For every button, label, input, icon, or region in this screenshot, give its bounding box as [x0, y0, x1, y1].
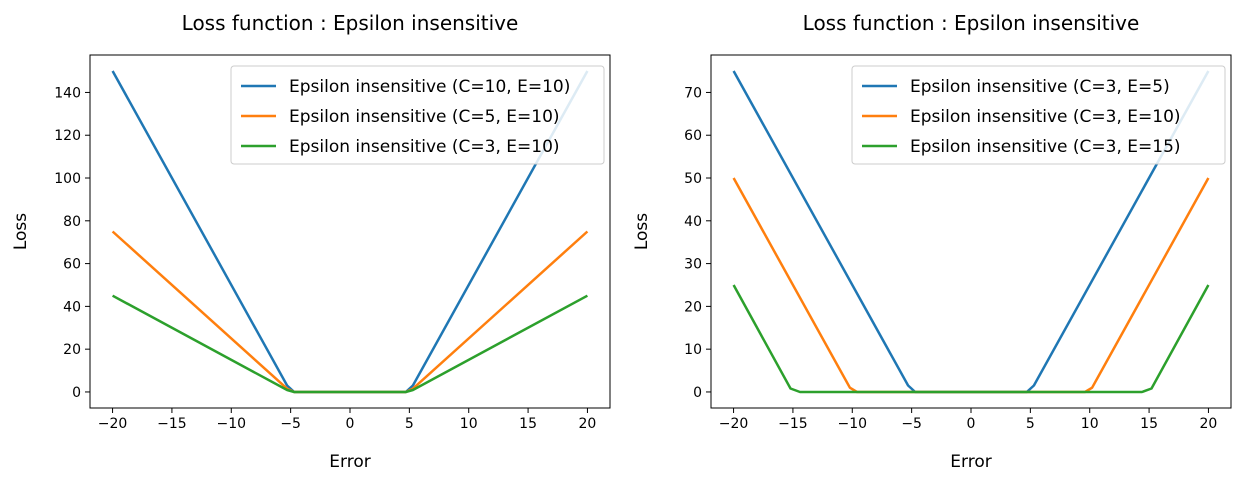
chart-1-ylabel: Loss — [632, 213, 652, 250]
chart-1-xtick-label-4: 0 — [967, 416, 976, 432]
chart-0-ytick-label-2: 40 — [63, 299, 81, 315]
chart-1-xtick-label-0: −20 — [719, 416, 749, 432]
chart-0-legend-label-2: Epsilon insensitive (C=3, E=10) — [289, 137, 560, 157]
chart-1-series-1-line — [732, 177, 1210, 394]
chart-1-ytick-label-2: 20 — [684, 299, 702, 315]
chart-0-xtick-label-2: −10 — [217, 416, 247, 432]
chart-0-xtick-label-8: 20 — [579, 416, 597, 432]
chart-0-ytick-label-3: 60 — [63, 257, 81, 273]
chart-1-legend: Epsilon insensitive (C=3, E=5) Epsilon in… — [851, 65, 1226, 165]
chart-1-series-2-line — [732, 284, 1210, 394]
chart-0-series-2-line — [112, 294, 588, 394]
chart-0-ytick-label-0: 0 — [72, 385, 81, 401]
chart-0-xtick-label-1: −15 — [157, 416, 187, 432]
chart-1-ytick-label-4: 40 — [684, 214, 702, 230]
chart-0-series-1-line — [111, 230, 589, 394]
chart-0-xlabel: Error — [329, 452, 370, 472]
chart-1-ytick-label-7: 70 — [684, 85, 702, 101]
chart-1-xtick-label-8: 20 — [1200, 416, 1218, 432]
chart-0-xtick-label-0: −20 — [98, 416, 128, 432]
chart-0-xtick-label-5: 5 — [405, 416, 414, 432]
chart-1-xlabel: Error — [950, 452, 991, 472]
chart-0-xtick-label-4: 0 — [346, 416, 355, 432]
chart-1-ytick-label-3: 30 — [684, 257, 702, 273]
chart-0-legend: Epsilon insensitive (C=10, E=10) Epsilon … — [230, 65, 605, 165]
chart-1-xtick-label-3: −5 — [901, 416, 922, 432]
chart-1-ytick-label-5: 50 — [684, 171, 702, 187]
chart-1-ytick-label-0: 0 — [693, 385, 702, 401]
chart-0-ytick-label-5: 100 — [54, 171, 81, 187]
chart-1-legend-label-2: Epsilon insensitive (C=3, E=15) — [910, 137, 1181, 157]
chart-0-ylabel: Loss — [11, 213, 31, 250]
chart-1-xtick-label-6: 10 — [1081, 416, 1099, 432]
chart-0-ytick-label-4: 80 — [63, 214, 81, 230]
chart-0-xtick-label-7: 15 — [519, 416, 537, 432]
chart-0-legend-label-0: Epsilon insensitive (C=10, E=10) — [289, 77, 570, 97]
chart-1-legend-label-1: Epsilon insensitive (C=3, E=10) — [910, 107, 1181, 127]
chart-0-xtick-label-3: −5 — [280, 416, 301, 432]
chart-1-xtick-label-7: 15 — [1140, 416, 1158, 432]
chart-0-ytick-label-6: 120 — [54, 128, 81, 144]
chart-1-ytick-label-1: 10 — [684, 342, 702, 358]
chart-0-ytick-label-7: 140 — [54, 85, 81, 101]
chart-0-ytick-label-1: 20 — [63, 342, 81, 358]
chart-0-legend-label-1: Epsilon insensitive (C=5, E=10) — [289, 107, 560, 127]
chart-0-legend-box — [230, 65, 605, 165]
chart-1-ytick-label-6: 60 — [684, 128, 702, 144]
chart-0-title: Loss function : Epsilon insensitive — [182, 11, 519, 35]
chart-right: Loss function : Epsilon insensitive −20 −1… — [621, 0, 1241, 484]
chart-left: Loss function : Epsilon insensitive −20 −1… — [0, 0, 620, 484]
chart-1-xtick-label-5: 5 — [1026, 416, 1035, 432]
chart-right-svg: Loss function : Epsilon insensitive −20 −1… — [632, 11, 1232, 472]
chart-1-legend-box — [851, 65, 1226, 165]
chart-left-svg: Loss function : Epsilon insensitive −20 −1… — [11, 11, 611, 472]
chart-1-legend-label-0: Epsilon insensitive (C=3, E=5) — [910, 77, 1170, 97]
chart-1-title: Loss function : Epsilon insensitive — [803, 11, 1140, 35]
chart-0-xtick-label-6: 10 — [460, 416, 478, 432]
chart-1-xtick-label-1: −15 — [778, 416, 808, 432]
chart-1-xtick-label-2: −10 — [838, 416, 868, 432]
